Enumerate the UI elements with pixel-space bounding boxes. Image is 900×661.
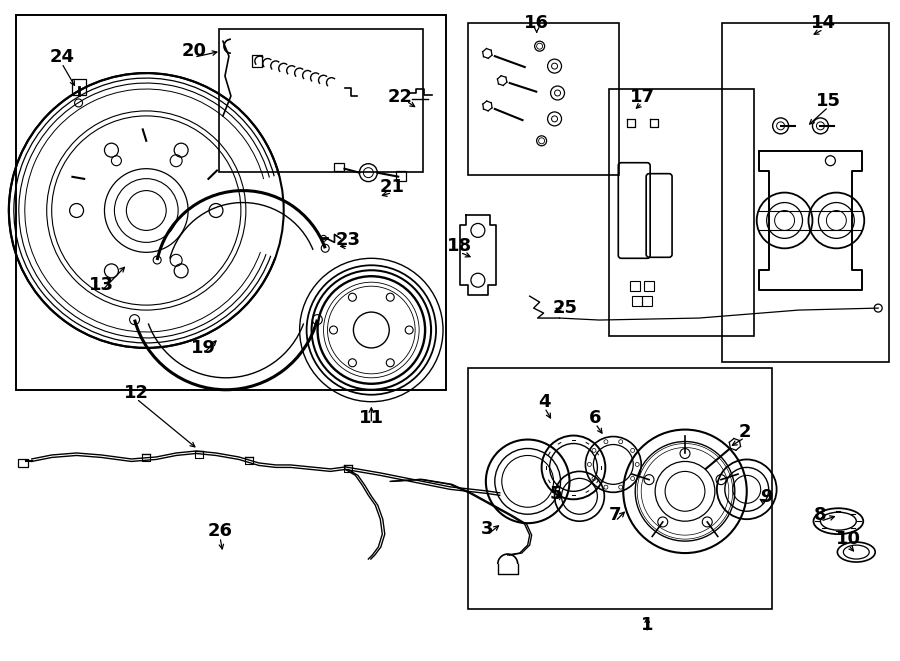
Text: 8: 8 xyxy=(814,506,827,524)
Text: 21: 21 xyxy=(380,178,405,196)
Text: 23: 23 xyxy=(336,231,361,249)
Text: 5: 5 xyxy=(549,485,562,503)
Text: 3: 3 xyxy=(481,520,493,538)
Text: 4: 4 xyxy=(538,393,551,410)
Text: 9: 9 xyxy=(760,488,773,506)
Bar xyxy=(335,163,345,171)
Bar xyxy=(468,23,619,175)
Bar xyxy=(72,79,86,95)
Text: 7: 7 xyxy=(609,506,622,524)
Text: 6: 6 xyxy=(590,408,601,426)
Text: 20: 20 xyxy=(182,42,207,60)
Bar xyxy=(722,23,889,362)
Text: 11: 11 xyxy=(359,408,383,426)
Bar xyxy=(16,15,446,390)
Text: 14: 14 xyxy=(811,15,836,32)
Text: 25: 25 xyxy=(553,299,578,317)
Text: 26: 26 xyxy=(208,522,232,540)
Bar xyxy=(396,171,406,180)
Bar xyxy=(632,296,643,306)
Text: 24: 24 xyxy=(50,48,74,66)
Bar xyxy=(18,459,28,467)
Text: 18: 18 xyxy=(447,237,473,255)
Text: 13: 13 xyxy=(89,276,114,294)
Bar xyxy=(609,89,753,336)
Text: 2: 2 xyxy=(739,422,751,441)
Text: 22: 22 xyxy=(388,88,413,106)
Text: 15: 15 xyxy=(816,92,841,110)
Bar xyxy=(630,281,640,291)
Text: 12: 12 xyxy=(124,384,148,402)
Text: 1: 1 xyxy=(641,616,653,634)
Text: 17: 17 xyxy=(630,88,654,106)
Bar xyxy=(468,368,771,609)
Text: 19: 19 xyxy=(191,339,215,357)
Text: 16: 16 xyxy=(524,15,549,32)
Text: 10: 10 xyxy=(836,530,860,548)
Bar xyxy=(219,29,423,172)
Bar xyxy=(643,296,652,306)
Bar xyxy=(252,55,262,67)
Bar xyxy=(644,281,654,291)
